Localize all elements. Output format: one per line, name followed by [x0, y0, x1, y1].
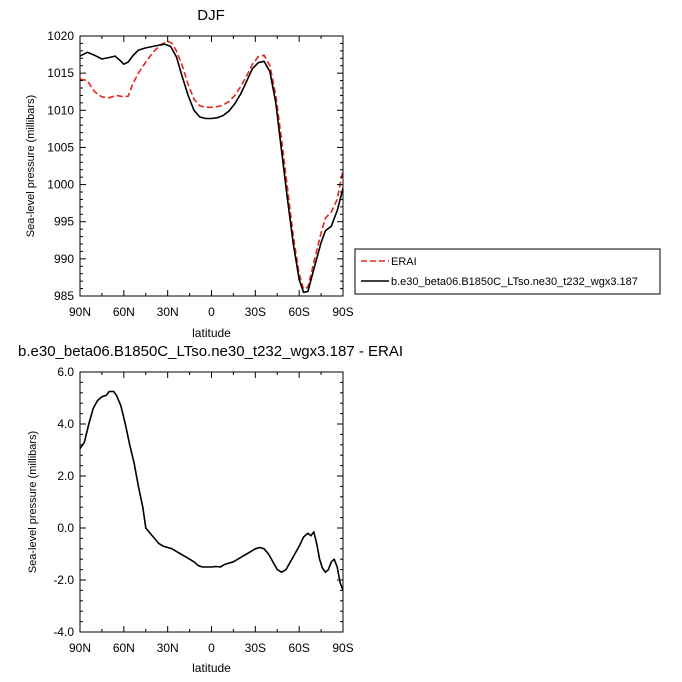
series-line-1 — [80, 40, 343, 291]
y-tick-label: 0.0 — [57, 521, 74, 535]
chart-title: DJF — [197, 7, 225, 24]
plot-frame — [79, 371, 344, 633]
y-tick-label: 985 — [54, 289, 74, 303]
legend-label-2: b.e30_beta06.B1850C_LTso.ne30_t232_wgx3.… — [391, 276, 638, 288]
x-tick-label: 90N — [69, 641, 91, 655]
y-tick-label: 6.0 — [57, 365, 74, 379]
series-line-1 — [80, 390, 343, 591]
chart-title: b.e30_beta06.B1850C_LTso.ne30_t232_wgx3.… — [18, 343, 403, 360]
series-line-2 — [80, 43, 343, 294]
plot-series-area — [80, 390, 343, 591]
x-tick-label: 0 — [208, 641, 215, 655]
y-tick-label: 995 — [54, 215, 74, 229]
legend-label-1: ERAI — [391, 256, 417, 268]
x-tick-label: 90S — [332, 305, 353, 319]
x-axis-label: latitude — [192, 661, 231, 675]
x-axis-label: latitude — [192, 326, 231, 340]
top-chart-djf-pressure: DJF 90N 60N 30N 0 30S 60S 90S 985 990 995 1000 1005 1… — [25, 7, 661, 340]
legend-box — [354, 248, 661, 295]
y-tick-label: 1010 — [47, 103, 74, 117]
x-tick-label: 60S — [288, 641, 309, 655]
y-tick-label: -4.0 — [53, 625, 74, 639]
bottom-chart-pressure-difference: b.e30_beta06.B1850C_LTso.ne30_t232_wgx3.… — [18, 343, 403, 675]
y-tick-label: 1000 — [47, 178, 74, 192]
x-tick-label: 90S — [332, 641, 353, 655]
y-tick-label: 1005 — [47, 140, 74, 154]
y-tick-label: -2.0 — [53, 573, 74, 587]
y-axis-label: Sea-level pressure (millibars) — [25, 95, 37, 237]
x-tick-label: 30N — [157, 305, 179, 319]
legend: ERAI b.e30_beta06.B1850C_LTso.ne30_t232_w… — [354, 248, 661, 295]
y-tick-label: 1020 — [47, 29, 74, 43]
x-tick-label: 60N — [113, 641, 135, 655]
plot-series-area — [80, 40, 343, 294]
y-tick-label: 2.0 — [57, 469, 74, 483]
y-tick-label: 4.0 — [57, 417, 74, 431]
x-tick-label: 0 — [208, 305, 215, 319]
x-tick-label: 30S — [245, 305, 266, 319]
y-tick-label: 990 — [54, 252, 74, 266]
plot-frame — [79, 35, 344, 297]
x-tick-label: 30N — [157, 641, 179, 655]
y-tick-label: 1015 — [47, 66, 74, 80]
x-tick-label: 30S — [245, 641, 266, 655]
x-tick-label: 60N — [113, 305, 135, 319]
x-tick-label: 60S — [288, 305, 309, 319]
x-tick-label: 90N — [69, 305, 91, 319]
y-axis-label: Sea-level pressure (millibars) — [27, 431, 39, 573]
